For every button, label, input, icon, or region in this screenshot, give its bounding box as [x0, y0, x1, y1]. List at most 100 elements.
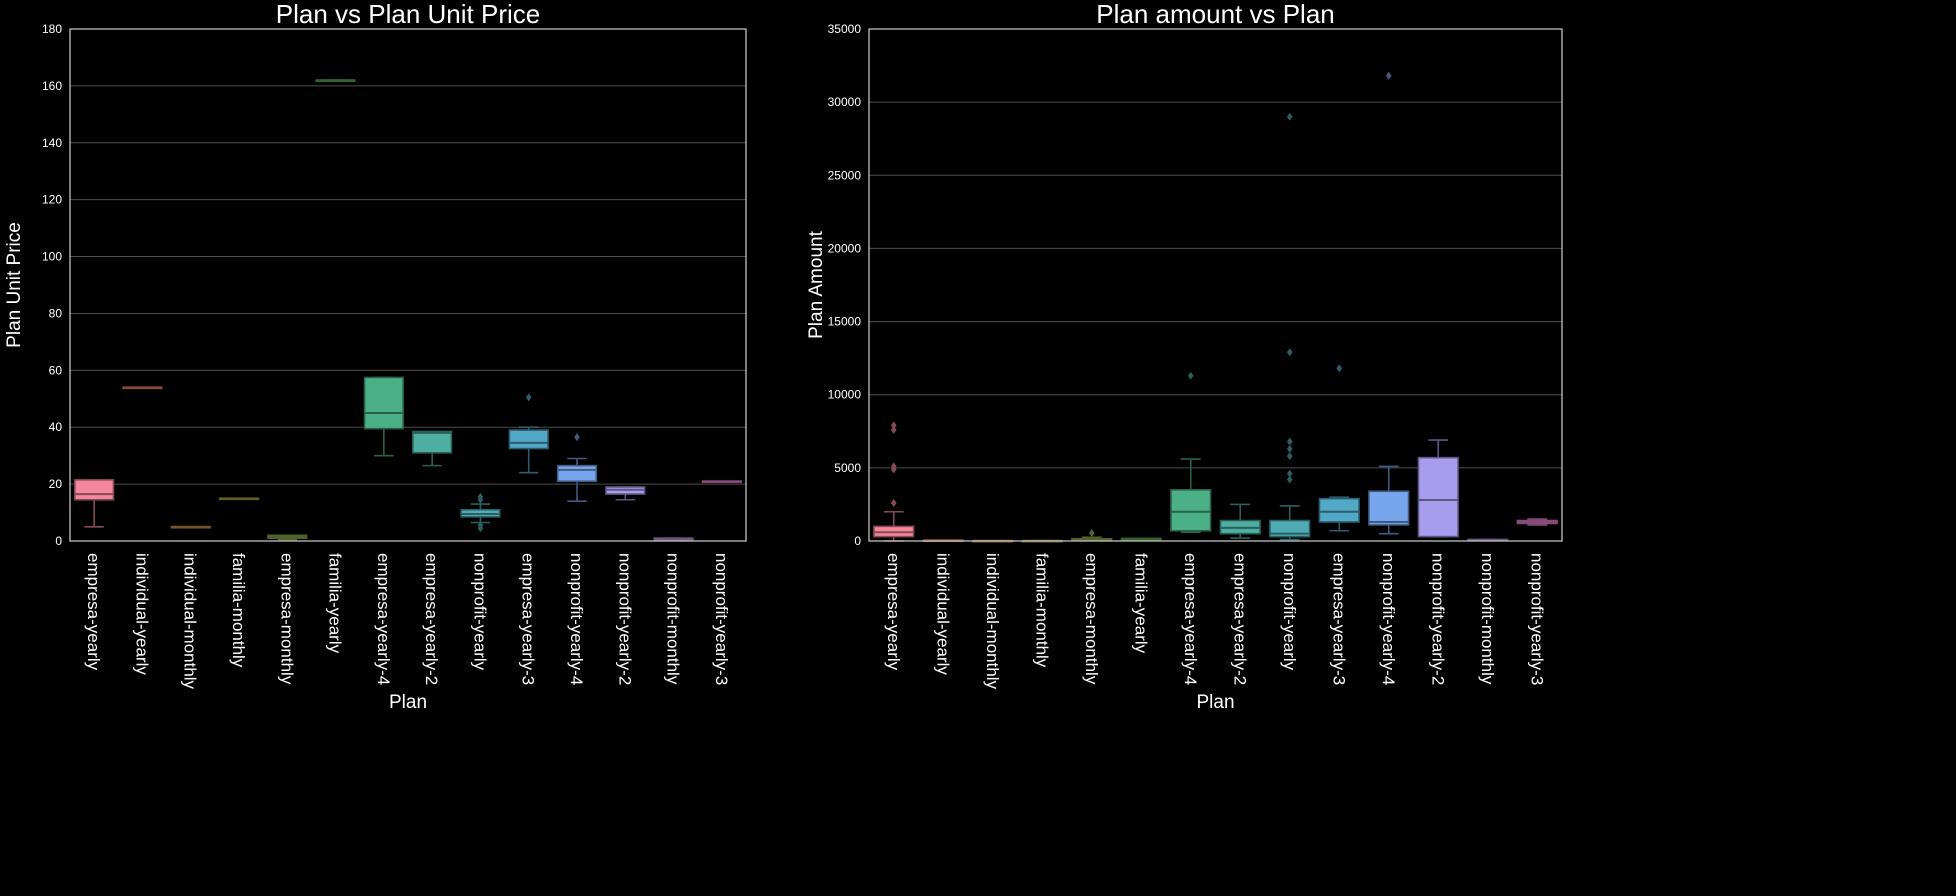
box-empresa-yearly-4 [363, 376, 404, 457]
flier-point [1336, 364, 1343, 373]
box-nonprofit-yearly [460, 492, 501, 533]
flier-point [1286, 444, 1293, 453]
box-empresa-yearly [74, 479, 115, 528]
y-tick-label: 0 [55, 534, 62, 548]
box-nonprofit-yearly-2 [1417, 439, 1459, 538]
flier-point [477, 521, 484, 530]
x-tick-label: empresa-yearly-3 [1329, 553, 1348, 685]
box-nonprofit-yearly-4 [1368, 71, 1410, 535]
chart-panel-2: 0 5000 10000 15000 20000 25000 30000 35000 empre… [806, 0, 1563, 713]
x-tick-label: empresa-yearly-4 [374, 553, 393, 685]
x-tick-label: familia-monthly [1032, 553, 1051, 668]
x-tick-label: nonprofit-monthly [1478, 553, 1497, 685]
x-tick-label: individual-monthly [983, 553, 1002, 690]
flier-point [1286, 348, 1293, 357]
box-empresa-yearly-2 [412, 430, 453, 467]
flier-point [890, 425, 897, 434]
flier-point [890, 462, 897, 471]
x-axis-label: Plan [389, 692, 427, 713]
x-tick-label: individual-yearly [933, 553, 952, 675]
box-empresa-yearly-4 [1170, 371, 1212, 534]
box-nonprofit-yearly-3 [1516, 518, 1558, 526]
y-tick-label: 5000 [834, 461, 861, 475]
x-tick-label: empresa-yearly-2 [422, 553, 441, 685]
box-body [1368, 490, 1410, 526]
y-axis-label: Plan Amount [806, 230, 827, 338]
flier-point [1286, 469, 1293, 478]
y-axis-label: Plan Unit Price [4, 222, 25, 348]
y-tick-label: 180 [42, 22, 62, 36]
x-tick-label: individual-monthly [181, 553, 200, 690]
box-body [1170, 488, 1212, 532]
chart-title: Plan vs Plan Unit Price [276, 0, 540, 29]
x-tick-label: empresa-yearly-2 [1230, 553, 1249, 685]
y-tick-label: 0 [854, 534, 861, 548]
x-tick-label: nonprofit-yearly [470, 553, 489, 671]
x-tick-label: empresa-monthly [1082, 553, 1101, 685]
y-tick-label: 25000 [828, 168, 862, 182]
flier-point [574, 433, 580, 442]
y-tick-label: 20000 [828, 241, 862, 255]
x-tick-label: nonprofit-yearly-2 [615, 553, 634, 685]
chart-panel-1: 0 20 40 60 80 100 120 140 160 180 empresa-yearly in… [4, 0, 747, 713]
x-tick-label: familia-yearly [1131, 553, 1150, 654]
chart-title: Plan amount vs Plan [1096, 0, 1334, 29]
box-empresa-yearly-2 [1219, 503, 1261, 539]
flier-point [1088, 528, 1095, 537]
box-body [412, 430, 453, 454]
flier-point [890, 498, 897, 507]
box-empresa-monthly [267, 534, 308, 541]
box-body [1318, 497, 1360, 523]
box-body [74, 479, 115, 501]
flier-point [890, 421, 897, 430]
box-nonprofit-yearly-3 [701, 480, 742, 484]
x-tick-label: empresa-yearly-3 [519, 553, 538, 685]
box-nonprofit-monthly [1467, 538, 1509, 542]
x-tick-label: empresa-yearly-4 [1181, 553, 1200, 685]
x-tick-label: nonprofit-yearly-4 [567, 553, 586, 685]
box-empresa-yearly-3 [1318, 364, 1360, 532]
box-individual-yearly [122, 386, 163, 390]
box-individual-monthly [170, 525, 211, 529]
box-familia-yearly [315, 79, 356, 82]
x-tick-label: nonprofit-yearly [1280, 553, 1299, 671]
x-tick-label: individual-yearly [132, 553, 151, 675]
box-nonprofit-yearly [1269, 112, 1311, 541]
x-tick-label: nonprofit-yearly-4 [1379, 553, 1398, 685]
x-tick-label: nonprofit-yearly-3 [712, 553, 731, 685]
box-familia-yearly [1120, 537, 1162, 541]
flier-point [1286, 437, 1293, 446]
box-empresa-monthly [1071, 528, 1113, 542]
y-tick-label: 80 [49, 306, 63, 320]
flier-point [1187, 371, 1194, 380]
box-nonprofit-monthly [653, 537, 694, 541]
y-tick-label: 20 [49, 477, 63, 491]
x-tick-label: familia-monthly [229, 553, 248, 668]
x-tick-label: empresa-monthly [277, 553, 296, 685]
x-tick-label: nonprofit-yearly-3 [1527, 553, 1546, 685]
box-nonprofit-yearly-2 [605, 486, 646, 501]
y-tick-label: 140 [42, 136, 62, 150]
x-tick-label: nonprofit-yearly-2 [1428, 553, 1447, 685]
x-tick-label: empresa-yearly [84, 553, 103, 671]
box-body [508, 429, 549, 450]
box-nonprofit-yearly-4 [556, 433, 598, 502]
flier-point [525, 393, 532, 402]
x-axis-label: Plan [1196, 692, 1234, 713]
x-tick-label: nonprofit-monthly [664, 553, 683, 685]
flier-point [1286, 475, 1293, 484]
x-tick-label: empresa-yearly [884, 553, 903, 671]
box-body [1417, 456, 1459, 538]
x-tick-label: familia-yearly [326, 553, 345, 654]
y-tick-label: 160 [42, 79, 62, 93]
flier-point [1286, 112, 1293, 121]
box-body [556, 464, 598, 483]
y-tick-label: 10000 [828, 388, 862, 402]
y-tick-label: 120 [42, 193, 62, 207]
box-familia-monthly [218, 497, 260, 501]
box-empresa-yearly-3 [508, 393, 549, 474]
box-body [1269, 519, 1311, 538]
flier-point [1286, 452, 1293, 461]
y-tick-label: 60 [49, 363, 63, 377]
